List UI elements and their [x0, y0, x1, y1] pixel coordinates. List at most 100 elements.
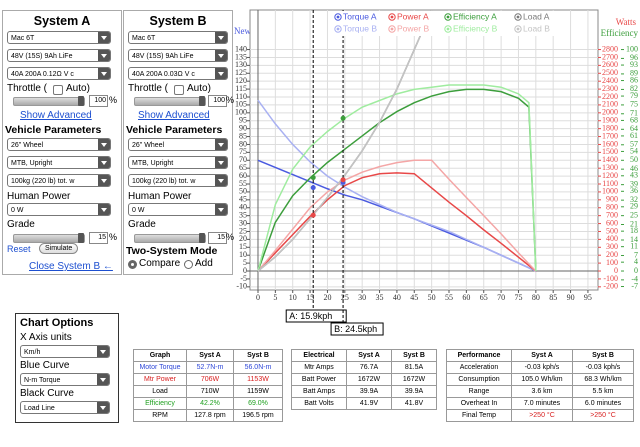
controller-select[interactable]: 40A 200A 0.03Ω V c — [128, 67, 228, 80]
y3-tick-label: 7 — [634, 250, 638, 259]
frame-select[interactable]: MTB, Upright — [7, 156, 111, 169]
legend-label[interactable]: Efficiency B — [453, 23, 498, 33]
y-tick-label: 65 — [239, 163, 247, 172]
series-line — [257, 88, 537, 272]
legend-label[interactable]: Efficiency A — [453, 11, 497, 21]
throttle-label: Throttle ( — [128, 83, 169, 94]
show-advanced-link[interactable]: Show Advanced — [20, 110, 92, 121]
x-axis-select[interactable]: Km/h — [20, 345, 110, 358]
plot-area — [249, 9, 599, 291]
y3-tick-label: 79 — [630, 91, 638, 100]
grade-input[interactable]: 15 — [208, 232, 227, 244]
motor-select[interactable]: Mac 6T — [128, 31, 228, 44]
blue-curve-select[interactable]: N-m Torque — [20, 373, 110, 386]
reset-link[interactable]: Reset — [7, 244, 31, 254]
series-line — [257, 172, 537, 272]
table-header: Performance — [446, 349, 512, 362]
weight-select[interactable]: 100kg (220 lb) tot. w — [128, 174, 228, 187]
x-tick-label: 55 — [445, 293, 453, 302]
battery-select[interactable]: 48V (15S) 9Ah LiFe — [7, 49, 111, 62]
y2-tick-label: 2000 — [602, 108, 618, 117]
option-label: Blue Curve — [20, 360, 70, 371]
y-tick-label: -5 — [240, 274, 247, 283]
human-power-select[interactable]: 0 W — [7, 203, 111, 216]
battery-select[interactable]: 48V (15S) 9Ah LiFe — [128, 49, 228, 62]
y2-tick-label: 2300 — [602, 84, 618, 93]
table-cell: -0.03 kph/s — [572, 361, 634, 374]
marker-label: B: 24.5kph — [334, 324, 377, 334]
marker-label-box — [330, 322, 384, 336]
grade-slider[interactable] — [134, 233, 206, 243]
y-tick-label: 50 — [239, 187, 247, 196]
table-cell: Batt Volts — [291, 397, 347, 410]
controller-select[interactable]: 40A 200A 0.12Ω V c — [7, 67, 111, 80]
black-curve-select[interactable]: Load Line — [20, 401, 110, 414]
y-tick-label: 5 — [243, 258, 247, 267]
add-radio[interactable] — [184, 260, 193, 269]
table-header: Graph — [133, 349, 187, 362]
show-advanced-link[interactable]: Show Advanced — [138, 110, 210, 121]
legend-label[interactable]: Load B — [523, 23, 550, 33]
marker-label: A: 15.9kph — [289, 311, 332, 321]
system-b-panel: System B Mac 6T 48V (15S) 9Ah LiFe 40A 2… — [123, 10, 235, 275]
y3-tick-label: 57 — [630, 140, 638, 149]
weight-select[interactable]: 100kg (220 lb) tot. w — [7, 174, 111, 187]
wheel-select[interactable]: 26" Wheel — [7, 138, 111, 151]
throttle-slider[interactable] — [134, 96, 206, 106]
human-power-label: Human Power — [7, 191, 71, 202]
table-cell: 52.7N-m — [186, 361, 234, 374]
grade-slider[interactable] — [13, 233, 85, 243]
legend-label[interactable]: Load A — [523, 11, 550, 21]
auto-checkbox[interactable] — [53, 85, 63, 95]
motor-select[interactable]: Mac 6T — [7, 31, 111, 44]
table-cell: 41.8V — [391, 397, 437, 410]
frame-select[interactable]: MTB, Upright — [128, 156, 228, 169]
legend-label[interactable]: Torque B — [343, 23, 377, 33]
wheel-select[interactable]: 26" Wheel — [128, 138, 228, 151]
y3-tick-label: 100 — [626, 44, 638, 53]
y3-tick-label: 50 — [630, 155, 638, 164]
marker-dot — [310, 185, 316, 191]
y-tick-label: 35 — [239, 210, 247, 219]
human-power-select[interactable]: 0 W — [128, 203, 228, 216]
x-tick-label: 40 — [393, 293, 401, 302]
unit: % — [226, 232, 235, 242]
legend-label[interactable]: Power A — [397, 11, 429, 21]
y-tick-label: 140 — [235, 44, 247, 53]
y3-tick-label: 71 — [630, 109, 638, 118]
y-tick-label: 60 — [239, 171, 247, 180]
series-line — [257, 10, 433, 272]
table-cell: Motor Torque — [133, 361, 187, 374]
simulate-button[interactable]: Simulate — [39, 243, 79, 254]
unit: % — [109, 232, 118, 242]
grade-label: Grade — [7, 219, 35, 230]
y2-tick-label: 300 — [606, 242, 618, 251]
grade-input[interactable]: 15 — [89, 232, 108, 244]
table-cell: 1672W — [346, 373, 392, 386]
y2-tick-label: 0 — [614, 266, 618, 275]
legend-icon-dot — [446, 27, 450, 31]
y2-tick-label: -100 — [603, 274, 618, 283]
y2-tick-label: 700 — [606, 210, 618, 219]
throttle-input[interactable]: 100 — [208, 95, 227, 107]
legend-label[interactable]: Power B — [397, 23, 429, 33]
table-cell: RPM — [133, 409, 187, 422]
option-label: Black Curve — [20, 388, 74, 399]
y3-tick-label: 93 — [630, 60, 638, 69]
y3-tick-label: 36 — [630, 186, 638, 195]
table-header: Electrical — [291, 349, 347, 362]
y3-tick-label: 14 — [630, 235, 638, 244]
close-system-b-link[interactable]: Close System B ← — [29, 261, 113, 272]
table-cell: Mtr Power — [133, 373, 187, 386]
auto-checkbox[interactable] — [174, 85, 184, 95]
throttle-slider[interactable] — [13, 96, 85, 106]
table-cell: Overheat In — [446, 397, 512, 410]
compare-radio[interactable] — [128, 260, 137, 269]
table-cell: 105.0 Wh/km — [511, 373, 573, 386]
legend-icon-dot — [390, 27, 394, 31]
throttle-input[interactable]: 100 — [89, 95, 108, 107]
x-tick-label: 20 — [323, 293, 331, 302]
legend-label[interactable]: Torque A — [343, 11, 377, 21]
y3-tick-label: 89 — [630, 69, 638, 78]
